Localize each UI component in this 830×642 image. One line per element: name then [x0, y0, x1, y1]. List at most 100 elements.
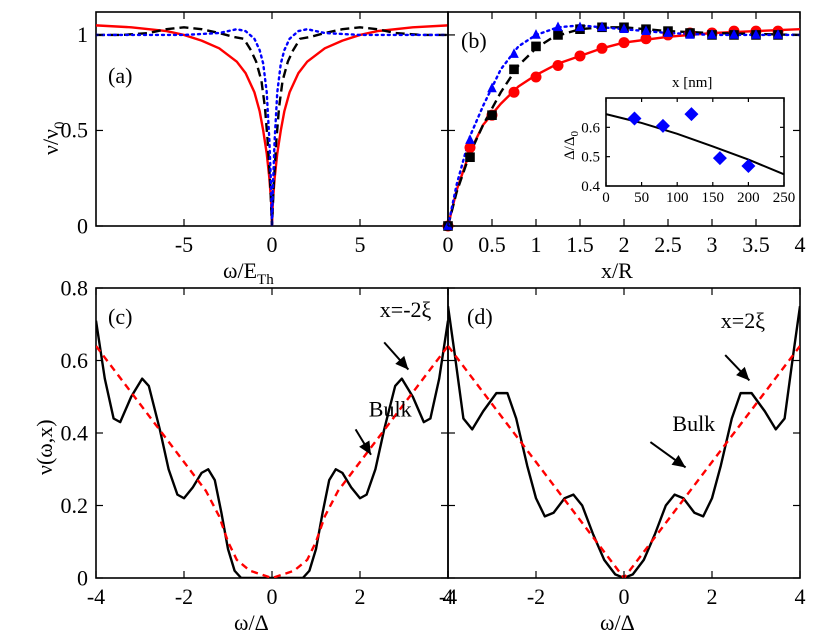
inset-data-point [655, 118, 670, 133]
panel-b-data-point [575, 21, 585, 32]
panel-b-data-point [552, 60, 564, 71]
panel-c-ylabel: ν(ω,x) [32, 419, 57, 475]
panel-c-xtick-label: 2 [355, 584, 366, 609]
panel-c-series-line [96, 320, 448, 578]
panel-b-data-point [508, 86, 520, 98]
inset-ylabel: Δ/Δ0 [562, 131, 581, 160]
panel-c-label: (c) [108, 304, 132, 329]
panel-c-ytick-label: 0.2 [61, 493, 89, 518]
panel-b-data-point [487, 110, 497, 120]
panel-b-data-point [553, 21, 563, 32]
panel-b-data-point [640, 33, 652, 45]
panel-b-data-point [487, 82, 497, 93]
panel-b-data-point [596, 42, 608, 54]
panel-b-data-point [531, 41, 541, 52]
panel-b-data-point [509, 64, 519, 75]
inset-data-point [712, 151, 727, 166]
panel-a-label: (a) [108, 63, 132, 88]
panel-b-xtick-label: 3 [707, 232, 718, 257]
panel-a-xlabel: ω/ETh [223, 258, 274, 288]
panel-a-xtick-label: 0 [267, 232, 278, 257]
panel-a-ylabel: ν/ν0 [38, 121, 68, 155]
panel-d-xtick-label: 4 [795, 584, 806, 609]
panel-b-xtick-label: 2 [619, 232, 630, 257]
panel-a-series-group [96, 24, 448, 226]
panel-d-xlabel: ω/Δ [600, 610, 635, 635]
panel-c-series-group [96, 320, 448, 578]
panel-d-annotation-plus: x=2ξ [721, 308, 765, 333]
panel-c-annotation-bulk: Bulk [369, 397, 412, 422]
panel-d-xtick-label: 2 [707, 584, 718, 609]
panel-b-data-point [751, 29, 761, 39]
inset-xtick-label: 200 [737, 190, 760, 206]
panel-a-xtick-label: 5 [355, 232, 366, 257]
panel-d-xtick-label: -2 [527, 584, 545, 609]
inset-ytick-label: 0.5 [581, 150, 600, 166]
panel-a-plot: -5 0 5 0 0.5 1 [61, 12, 448, 257]
panel-b-data-point [729, 29, 739, 39]
panel-b-data-point [553, 30, 563, 40]
panel-d-series-group [448, 305, 800, 578]
panel-b-data-point [685, 29, 695, 39]
panel-c-series-line [96, 345, 448, 578]
panel-c-xlabel: ω/Δ [234, 610, 269, 635]
panel-b-label: (b) [461, 28, 487, 53]
panel-b-xlabel: x/R [601, 258, 633, 283]
inset-xtick-label: 250 [773, 190, 796, 206]
panel-d-annotation-bulk: Bulk [672, 411, 715, 436]
panel-d-plot: 4 -2 0 2 4 x=2ξ Bulk [443, 287, 806, 609]
panel-d-series-line [448, 345, 800, 578]
panel-c-xtick-label: -4 [439, 584, 457, 609]
panel-b-xtick-label: 0.5 [478, 232, 506, 257]
panel-a-series-line [96, 24, 448, 226]
inset-ytick-label: 0.4 [581, 179, 600, 195]
panel-b-data-point [509, 48, 519, 58]
panel-a-series-line [96, 26, 448, 226]
inset-ytick-label: 0.6 [581, 120, 600, 136]
panel-b-data-point [464, 142, 476, 154]
panel-c-ytick-label: 0.8 [61, 275, 89, 300]
inset-frame [605, 97, 785, 187]
panel-b-data-point [641, 25, 651, 35]
panel-b-xtick-label: 3.5 [742, 232, 770, 257]
panel-c-annotation-minus: x=-2ξ [380, 297, 432, 322]
panel-b-data-point [773, 29, 783, 39]
panel-b-data-point [465, 134, 475, 144]
panel-a-ytick-label: 0.5 [61, 118, 89, 143]
panel-a-ytick-label: 0 [77, 213, 88, 238]
inset-xtick-label: 150 [702, 190, 725, 206]
inset-data-point [741, 159, 756, 174]
panel-b-data-point [574, 50, 586, 62]
panel-c-annotation-arrow-head [359, 440, 371, 455]
inset: 0 50 100 150 200 250 0.4 0.5 0.6 x [nm] Δ/Δ0 [562, 75, 795, 206]
panel-b-xtick-label: 1 [531, 232, 542, 257]
panel-a-ytick-label: 1 [77, 22, 88, 47]
panel-b-data-point [707, 29, 717, 39]
panel-b-data-point [530, 71, 542, 83]
inset-data-point [684, 107, 699, 122]
panel-c-ytick-label: 0.4 [61, 420, 89, 445]
panel-d-label: (d) [467, 304, 493, 329]
panel-d-annotation-arrow-head [671, 454, 686, 468]
panel-a-series-line [96, 28, 448, 226]
panel-a-xtick-label: -5 [175, 232, 193, 257]
panel-d-xtick-label: 0 [619, 584, 630, 609]
inset-xtick-label: 0 [602, 190, 610, 206]
panel-b-xtick-label: 2.5 [654, 232, 682, 257]
panel-b-xtick-label: 4 [795, 232, 806, 257]
panel-c-xtick-label: -4 [87, 584, 105, 609]
panel-c-annotation-arrow-head [395, 355, 409, 370]
panel-b-xtick-label: 1.5 [566, 232, 594, 257]
panel-b-data-point [597, 21, 607, 32]
inset-plot: 0 50 100 150 200 250 0.4 0.5 0.6 [581, 98, 795, 206]
panel-a: -5 0 5 0 0.5 1 (a) ω/ETh ν/ν0 [38, 11, 449, 288]
panel-b-data-point [531, 29, 541, 39]
inset-xtick-label: 50 [634, 190, 649, 206]
panel-d: 4 -2 0 2 4 x=2ξ Bulk (d) ω/Δ [443, 287, 806, 635]
panel-c-xtick-label: -2 [175, 584, 193, 609]
panel-c-frame [95, 287, 449, 579]
panel-b-series-line [448, 26, 800, 226]
